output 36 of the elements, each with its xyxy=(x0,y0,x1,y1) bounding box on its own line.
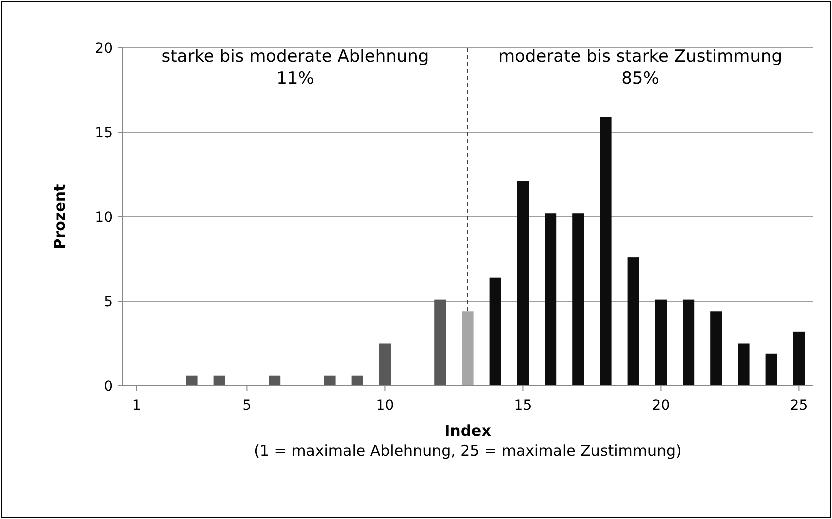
x-tick-label: 1 xyxy=(132,398,142,414)
bar xyxy=(490,278,502,386)
y-axis-title: Prozent xyxy=(51,184,69,250)
y-tick-label: 5 xyxy=(104,294,113,310)
bar xyxy=(628,258,640,386)
bar xyxy=(324,376,336,386)
bar xyxy=(545,214,557,386)
bar xyxy=(462,312,474,386)
bar xyxy=(766,354,778,386)
y-tick-label: 10 xyxy=(95,210,113,226)
bar xyxy=(683,300,695,386)
annotation: starke bis moderate Ablehnung 11% xyxy=(162,47,430,90)
bar xyxy=(655,300,667,386)
bar xyxy=(186,376,198,386)
text: (1 = maximale Ablehnung, 25 = maximale Zustimmung) xyxy=(254,442,682,460)
bar xyxy=(793,332,805,386)
y-tick-label: 0 xyxy=(104,378,113,395)
x-tick-label: 15 xyxy=(514,398,532,414)
bar xyxy=(600,117,612,386)
bar xyxy=(352,376,364,386)
x-tick-label: 5 xyxy=(242,398,252,414)
y-tick-label: 20 xyxy=(95,40,113,57)
x-tick-label: 10 xyxy=(376,398,394,414)
bar xyxy=(214,376,226,386)
y-tick-label: 15 xyxy=(95,125,113,142)
x-tick-label: 25 xyxy=(790,398,808,414)
annotation: moderate bis starke Zustimmung 85% xyxy=(498,47,783,90)
bar xyxy=(517,182,529,386)
bar xyxy=(572,214,584,386)
bar xyxy=(434,300,446,386)
bar xyxy=(710,312,722,386)
x-axis-title: Index xyxy=(444,422,492,440)
bar xyxy=(738,344,750,386)
bar xyxy=(269,376,281,386)
bar xyxy=(379,344,391,386)
x-tick-label: 20 xyxy=(652,398,670,414)
